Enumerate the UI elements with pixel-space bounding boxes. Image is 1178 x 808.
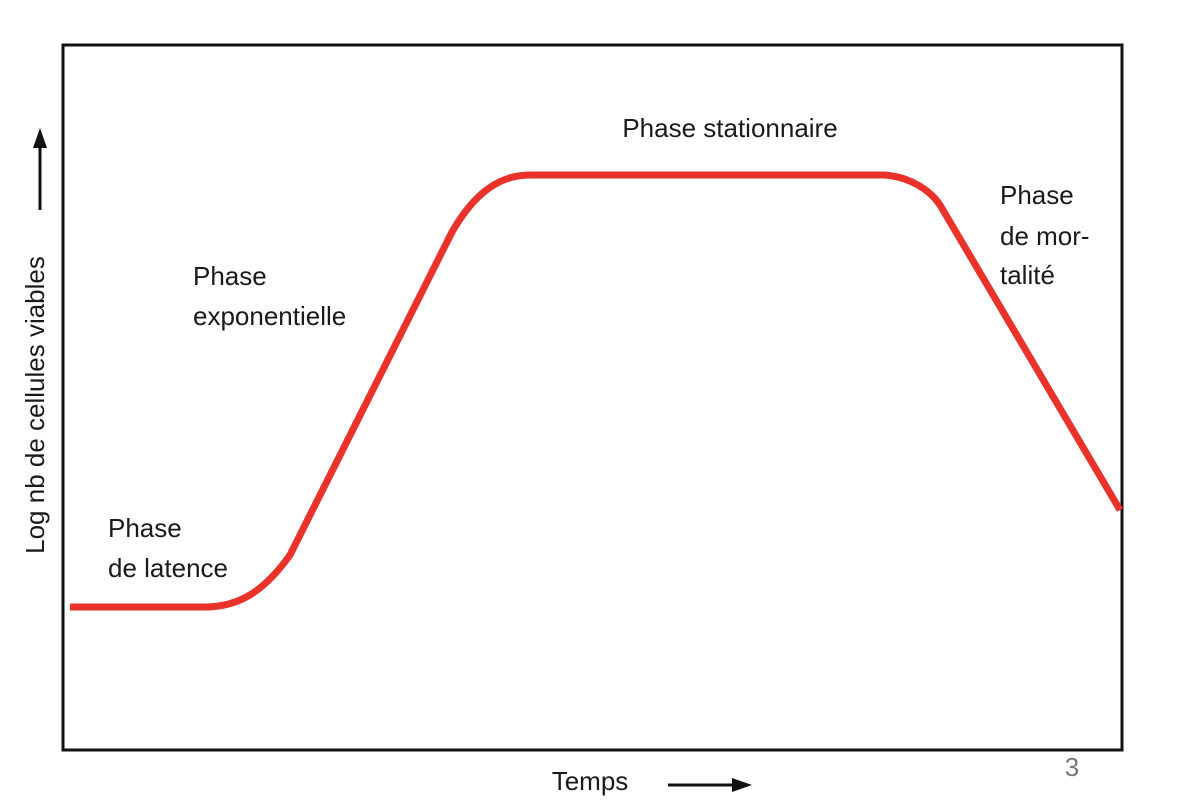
- phase-label: exponentielle: [193, 301, 346, 331]
- phase-label: de latence: [108, 553, 228, 583]
- plot-frame: [61, 43, 1124, 752]
- x-arrow-head: [732, 778, 752, 792]
- phase-label: Phase: [193, 261, 267, 291]
- y-axis-label: Log nb de cellules viables: [20, 256, 50, 554]
- page-number: 3: [1065, 752, 1079, 782]
- phase-label: Phase: [108, 513, 182, 543]
- x-axis-label: Temps: [552, 766, 629, 796]
- phase-label: de mor-: [1000, 221, 1090, 251]
- phase-label: Phase stationnaire: [622, 113, 837, 143]
- phase-label: Phase: [1000, 180, 1074, 210]
- y-arrow-head: [33, 128, 47, 148]
- growth-curve: [70, 171, 1124, 611]
- phase-label: talité: [1000, 260, 1055, 290]
